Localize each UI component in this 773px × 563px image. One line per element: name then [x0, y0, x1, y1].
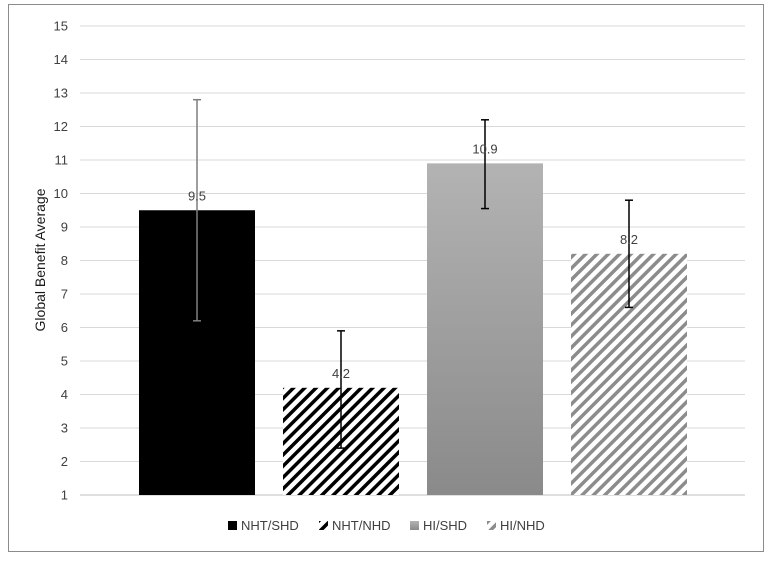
data-label: 10.9	[472, 141, 497, 156]
legend-label: NHT/SHD	[241, 518, 299, 533]
y-tick-label: 14	[54, 52, 68, 67]
data-label: 8.2	[620, 232, 638, 247]
y-tick-label: 8	[61, 253, 68, 268]
error-bar	[625, 199, 633, 309]
legend-swatch	[319, 521, 328, 530]
y-tick-label: 4	[61, 387, 68, 402]
bar-hi-shd	[427, 163, 543, 495]
error-bar	[337, 330, 345, 449]
error-bars	[193, 98, 633, 449]
legend: NHT/SHD NHT/NHD HI/SHD HI/NHD	[228, 518, 545, 533]
legend-label: HI/SHD	[423, 518, 467, 533]
y-tick-label: 1	[61, 488, 68, 503]
y-tick-label: 7	[61, 287, 68, 302]
y-tick-label: 9	[61, 220, 68, 235]
data-label: 4.2	[332, 366, 350, 381]
error-bar	[481, 119, 489, 210]
bars	[139, 163, 687, 495]
legend-swatch	[487, 521, 496, 530]
legend-swatch	[410, 521, 419, 530]
data-label: 9.5	[188, 188, 206, 203]
error-bar	[193, 98, 201, 322]
y-tick-label: 10	[54, 186, 68, 201]
y-tick-label: 6	[61, 320, 68, 335]
legend-item: NHT/SHD	[228, 518, 299, 533]
y-tick-label: 15	[54, 19, 68, 34]
legend-label: HI/NHD	[500, 518, 545, 533]
y-tick-label: 2	[61, 454, 68, 469]
y-tick-label: 3	[61, 421, 68, 436]
y-tick-label: 12	[54, 119, 68, 134]
legend-item: HI/SHD	[410, 518, 467, 533]
data-labels: 9.5 4.2 10.9 8.2	[188, 141, 638, 380]
legend-swatch	[228, 521, 237, 530]
y-tick-label: 13	[54, 86, 68, 101]
legend-item: HI/NHD	[487, 518, 545, 533]
legend-item: NHT/NHD	[319, 518, 391, 533]
legend-label: NHT/NHD	[332, 518, 391, 533]
y-axis-title: Global Benefit Average	[32, 188, 48, 331]
y-tick-label: 11	[55, 153, 69, 168]
y-tick-label: 5	[61, 354, 68, 369]
